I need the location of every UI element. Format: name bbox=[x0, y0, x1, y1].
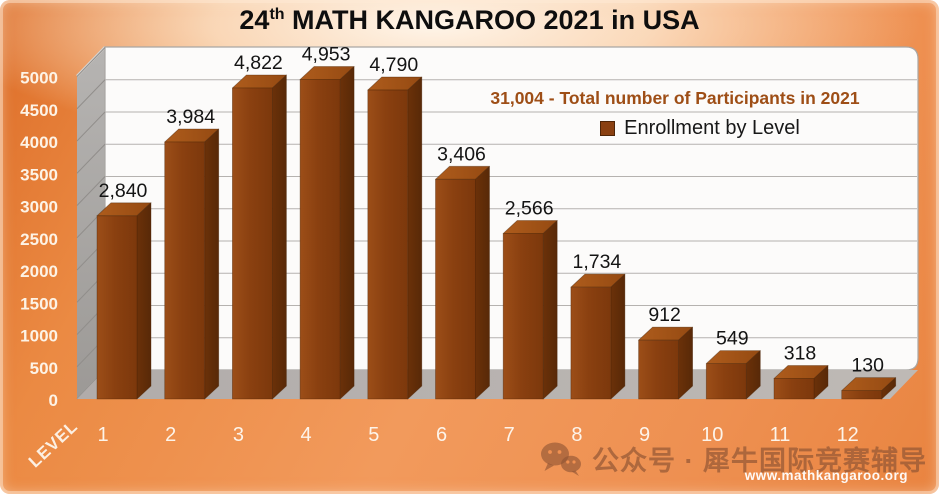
x-axis-tick-label: 8 bbox=[571, 424, 582, 446]
wall-gridline bbox=[76, 47, 106, 77]
y-axis-tick-label: 3500 bbox=[20, 165, 58, 184]
y-axis-tick-label: 2000 bbox=[20, 262, 58, 281]
y-axis-tick-label: 4000 bbox=[20, 133, 58, 152]
bar-level-5 bbox=[367, 76, 423, 400]
x-axis-tick-label: 9 bbox=[639, 424, 650, 446]
bar-level-11 bbox=[773, 365, 829, 400]
bar-value-label: 2,840 bbox=[99, 180, 148, 202]
x-axis-tick-label: 10 bbox=[701, 424, 723, 446]
y-axis-tick-label: 4500 bbox=[20, 101, 58, 120]
bar-level-10 bbox=[705, 350, 761, 400]
bar-value-label: 318 bbox=[784, 342, 817, 364]
bar-level-1 bbox=[96, 202, 152, 400]
y-axis-tick-label: 0 bbox=[49, 391, 58, 410]
x-axis-tick-label: 3 bbox=[233, 424, 244, 446]
bar-level-2 bbox=[164, 128, 220, 400]
wall-gridline bbox=[76, 143, 106, 174]
bar-value-label: 130 bbox=[851, 355, 884, 377]
wall-gridline bbox=[76, 176, 106, 206]
bar-level-7 bbox=[502, 220, 558, 400]
legend-swatch-icon bbox=[600, 121, 616, 136]
x-axis-tick-label: 12 bbox=[837, 424, 859, 446]
x-axis-tick-label: 2 bbox=[165, 424, 176, 446]
bar-value-label: 2,566 bbox=[505, 197, 554, 219]
watermark-label: 公众号 · 犀牛国际竞赛辅导 bbox=[592, 446, 927, 476]
chart-legend: Enrollment by Level bbox=[540, 117, 860, 140]
bar-value-label: 4,953 bbox=[302, 44, 351, 66]
x-axis-tick-label: 1 bbox=[97, 424, 108, 446]
bar-level-4 bbox=[299, 66, 355, 400]
x-axis-title: LEVEL bbox=[25, 417, 82, 472]
bar-level-6 bbox=[435, 165, 490, 400]
chart-title-text: MATH KANGAROO 2021 in USA bbox=[284, 5, 700, 35]
bar-value-label: 4,822 bbox=[234, 52, 283, 74]
chart-title-ordinal: th bbox=[269, 6, 285, 23]
x-axis-tick-label: 6 bbox=[436, 424, 447, 446]
wechat-icon bbox=[541, 442, 581, 476]
x-axis-tick-label: 11 bbox=[770, 424, 791, 446]
bar-value-label: 912 bbox=[648, 304, 681, 326]
bar-level-3 bbox=[232, 74, 287, 400]
bar-value-label: 549 bbox=[716, 328, 749, 350]
bar-level-8 bbox=[570, 273, 626, 400]
x-axis-tick-label: 4 bbox=[301, 424, 312, 446]
wall-gridline bbox=[76, 111, 106, 142]
website-url: www.mathkangaroo.org bbox=[744, 468, 908, 483]
bar-level-9 bbox=[638, 326, 693, 400]
bar-value-label: 3,984 bbox=[166, 106, 215, 128]
bar-value-label: 1,734 bbox=[572, 251, 621, 273]
bar-value-label: 4,790 bbox=[369, 54, 418, 76]
y-axis-tick-label: 5000 bbox=[20, 69, 58, 88]
chart-title-number: 24 bbox=[239, 5, 270, 35]
x-axis-tick-label: 7 bbox=[504, 424, 515, 446]
y-axis-tick-label: 1000 bbox=[20, 327, 58, 346]
y-axis-tick-label: 1500 bbox=[20, 294, 58, 313]
bar-level-12 bbox=[841, 377, 897, 400]
wall-gridline bbox=[76, 79, 106, 110]
bar-value-label: 3,406 bbox=[437, 143, 486, 165]
y-axis-tick-label: 500 bbox=[30, 359, 58, 378]
x-axis-tick-label: 5 bbox=[368, 424, 379, 446]
y-axis-tick-label: 3000 bbox=[20, 198, 58, 217]
y-axis-tick-label: 2500 bbox=[20, 230, 58, 249]
watermark: 公众号 · 犀牛国际竞赛辅导 bbox=[540, 439, 927, 478]
total-participants-note: 31,004 - Total number of Participants in… bbox=[490, 88, 860, 108]
chart-title: 24th MATH KANGAROO 2021 in USA bbox=[0, 5, 939, 36]
legend-label: Enrollment by Level bbox=[624, 117, 800, 139]
